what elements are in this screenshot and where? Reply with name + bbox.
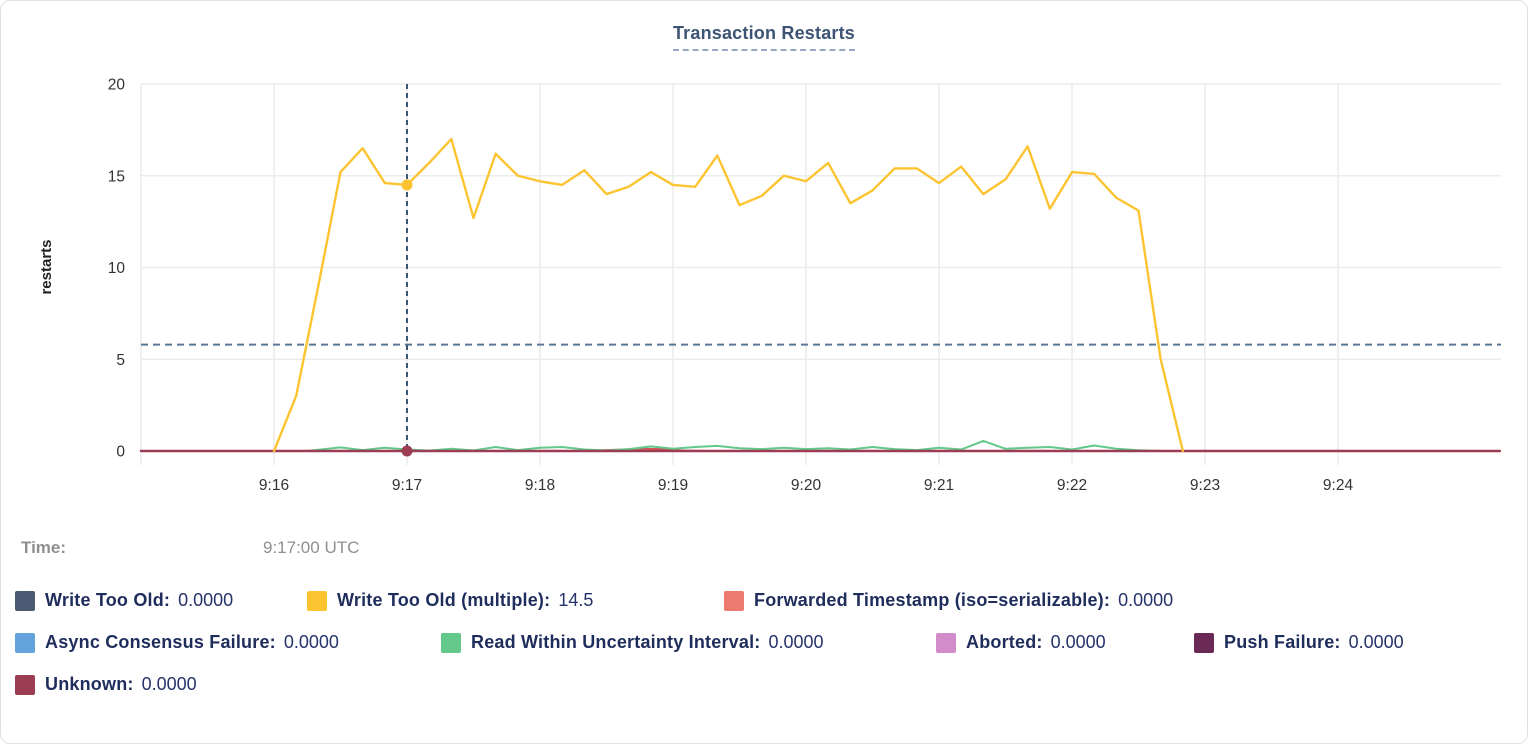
legend-item-label: Forwarded Timestamp (iso=serializable): xyxy=(754,590,1111,610)
legend-item-label: Write Too Old: xyxy=(45,590,171,610)
legend-item-label: Async Consensus Failure: xyxy=(45,632,276,652)
legend-item: Forwarded Timestamp (iso=serializable): 0… xyxy=(724,590,1173,611)
x-tick-label: 9:16 xyxy=(259,477,289,494)
legend-item-value: 0.0000 xyxy=(1348,632,1404,652)
legend-swatch xyxy=(15,674,35,695)
y-tick-label: 10 xyxy=(108,260,126,277)
legend-item: Write Too Old: 0.0000 xyxy=(15,590,265,611)
time-value: 9:17:00 UTC xyxy=(263,538,360,557)
legend-swatch xyxy=(1194,632,1214,653)
legend-swatch xyxy=(15,632,35,653)
legend-item-label: Write Too Old (multiple): xyxy=(337,590,551,610)
legend-item: Write Too Old (multiple): 14.5 xyxy=(307,590,682,611)
x-tick-label: 9:20 xyxy=(791,477,822,494)
legend-item-label: Aborted: xyxy=(966,632,1043,652)
legend-item: Push Failure: 0.0000 xyxy=(1194,632,1404,653)
x-tick-label: 9:18 xyxy=(525,477,555,494)
y-tick-label: 0 xyxy=(116,444,125,461)
x-tick-label: 9:24 xyxy=(1323,477,1354,494)
y-tick-label: 5 xyxy=(116,352,125,369)
x-tick-label: 9:22 xyxy=(1057,477,1087,494)
legend-swatch xyxy=(724,590,744,611)
chart-header: Transaction Restarts xyxy=(1,23,1527,51)
y-tick-label: 20 xyxy=(108,77,126,94)
legend-item-value: 14.5 xyxy=(558,590,594,610)
transaction-restarts-chart[interactable]: 0 5 10 15 20 9:16 9:17 9:18 9:19 9:20 9:21 9:22 9:23… xyxy=(1,1,1528,526)
series-line-read-within-uncertainty-interval xyxy=(306,439,1501,452)
x-tick-label: 9:21 xyxy=(924,477,954,494)
legend-item: Unknown: 0.0000 xyxy=(15,674,197,695)
legend-item-value: 0.0000 xyxy=(1118,590,1174,610)
legend-item-label: Push Failure: xyxy=(1224,632,1341,652)
legend-swatch xyxy=(936,632,956,653)
legend-row: Async Consensus Failure: 0.0000 Read Withi… xyxy=(15,632,1513,653)
legend-item-value: 0.0000 xyxy=(283,632,339,652)
legend-item-label: Read Within Uncertainty Interval: xyxy=(471,632,761,652)
highlight-dot xyxy=(401,445,413,457)
legend-item: Read Within Uncertainty Interval: 0.0000 xyxy=(441,632,894,653)
legend-item: Async Consensus Failure: 0.0000 xyxy=(15,632,399,653)
legend-item-value: 0.0000 xyxy=(768,632,824,652)
x-tick-label: 9:19 xyxy=(658,477,688,494)
legend-swatch xyxy=(15,590,35,611)
legend-item-value: 0.0000 xyxy=(178,590,234,610)
series-line-write-too-old-multiple xyxy=(272,137,1185,453)
x-tick-label: 9:23 xyxy=(1190,477,1220,494)
y-tick-label: 15 xyxy=(108,168,125,185)
legend-swatch xyxy=(441,632,461,653)
legend-item-label: Unknown: xyxy=(45,674,134,694)
y-axis-label: restarts xyxy=(38,239,55,294)
highlight-dot xyxy=(401,179,413,191)
legend-row: Unknown: 0.0000 xyxy=(15,674,1513,695)
hover-time-row: Time: 9:17:00 UTC xyxy=(21,538,359,558)
legend-item: Aborted: 0.0000 xyxy=(936,632,1152,653)
chart-title[interactable]: Transaction Restarts xyxy=(672,23,856,51)
x-tick-label: 9:17 xyxy=(392,477,422,494)
time-label: Time: xyxy=(21,538,67,557)
legend-item-value: 0.0000 xyxy=(1050,632,1106,652)
legend-item-value: 0.0000 xyxy=(141,674,197,694)
legend: Write Too Old: 0.0000 Write Too Old (multi… xyxy=(15,590,1513,695)
legend-swatch xyxy=(307,590,327,611)
legend-row: Write Too Old: 0.0000 Write Too Old (multi… xyxy=(15,590,1513,611)
